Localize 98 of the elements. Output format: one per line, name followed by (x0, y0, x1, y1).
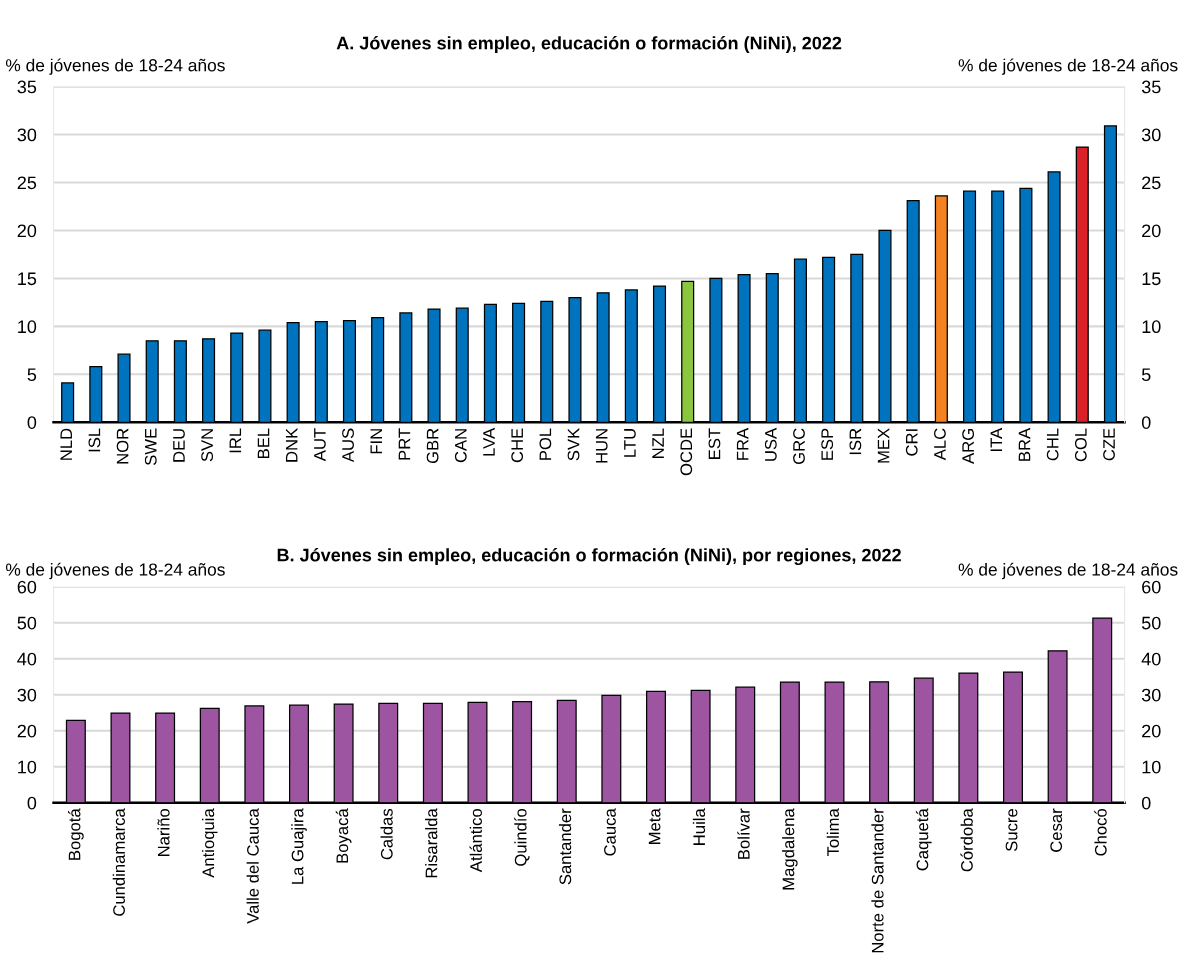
x-tick-label: HUN (595, 429, 608, 463)
y-axis-title: % de jóvenes de 18-24 años (5, 58, 225, 75)
y-tick-label: 30 (17, 688, 37, 702)
x-tick-label: Meta (648, 808, 661, 844)
x-tick-label: FRA (736, 427, 749, 460)
chart-title: A. Jóvenes sin empleo, educación o formación (NiNi), 2022 (336, 36, 842, 54)
x-tick-label: ALC (934, 428, 946, 461)
x-tick-label: DEU (173, 429, 185, 462)
x-tick-label: GBR (426, 428, 439, 464)
x-tick-label: DNK (285, 428, 298, 462)
y-tick-label: 20 (17, 724, 37, 738)
x-tick-label: Cesar (1050, 808, 1063, 852)
y-tick-label: 50 (17, 616, 37, 630)
y2-tick-label: 25 (1142, 176, 1161, 190)
x-tick-label: Risaralda (425, 808, 438, 878)
y2-tick-label: 0 (1141, 796, 1151, 810)
y-tick-label: 20 (17, 224, 37, 238)
x-tick-label: Bogotá (68, 808, 84, 860)
x-tick-label: NOR (116, 428, 129, 464)
x-tick-label: Caldas (380, 808, 393, 860)
x-tick-label: Chocó (1094, 808, 1107, 856)
x-tick-label: IRL (229, 428, 242, 453)
x-tick-label: CRI (905, 429, 918, 456)
chart-title: B. Jóvenes sin empleo, educación o formación (NiNi), por regiones, 2022 (277, 548, 901, 566)
x-tick-label: Huila (692, 808, 706, 845)
y-tick-label: 0 (27, 796, 37, 810)
x-tick-label: COL (1074, 428, 1087, 462)
x-tick-label: Norte de Santander (871, 808, 884, 953)
x-tick-label: EST (708, 428, 721, 459)
x-tick-label: LTU (624, 429, 636, 457)
y2-tick-label: 0 (1141, 416, 1151, 429)
y2-tick-label: 30 (1141, 128, 1161, 142)
x-tick-label: POL (539, 428, 552, 460)
y-axis-title: % de jóvenes de 18-24 años (5, 562, 225, 580)
x-tick-label: ISL (88, 428, 101, 452)
x-tick-label: ISR (849, 428, 862, 455)
y2-tick-label: 10 (1142, 760, 1161, 774)
x-tick-label: USA (764, 427, 777, 461)
y2-tick-label: 20 (1142, 224, 1161, 238)
x-tick-label: Sucre (1005, 809, 1018, 852)
x-tick-label: MEX (877, 428, 890, 463)
y2-axis-title: % de jóvenes de 18-24 años (958, 58, 1178, 75)
x-tick-label: BRA (1018, 427, 1031, 461)
y2-tick-label: 30 (1141, 688, 1161, 702)
x-tick-label: Tolima (826, 808, 839, 857)
y2-tick-label: 50 (1141, 616, 1161, 630)
x-tick-label: Córdoba (960, 808, 973, 872)
x-tick-label: Valle del Cauca (246, 808, 259, 924)
x-tick-label: SVK (567, 428, 580, 461)
y-tick-label: 30 (17, 128, 37, 142)
y-tick-label: 60 (17, 580, 37, 594)
x-tick-label: GRC (793, 428, 805, 465)
x-tick-label: CAN (454, 429, 467, 463)
x-tick-label: OCDE (680, 428, 693, 476)
x-tick-label: CHL (1046, 428, 1059, 461)
y2-tick-label: 35 (1141, 80, 1161, 94)
x-tick-label: Atlántico (469, 808, 482, 873)
y-tick-label: 5 (27, 368, 37, 382)
x-tick-label: ITA (990, 427, 1003, 451)
x-tick-label: Cauca (604, 808, 616, 856)
x-tick-label: SVN (201, 429, 214, 462)
x-tick-label: Bolívar (737, 808, 750, 859)
x-tick-label: PRT (398, 428, 411, 460)
x-tick-label: AUT (314, 428, 326, 462)
x-tick-label: Cundinamarca (112, 808, 125, 916)
x-tick-label: BEL (257, 428, 270, 458)
x-tick-label: NLD (60, 428, 72, 460)
y2-tick-label: 40 (1141, 652, 1161, 666)
x-tick-label: CZE (1103, 428, 1115, 461)
x-tick-label: LVA (483, 427, 495, 456)
y-tick-label: 10 (18, 320, 37, 334)
x-tick-label: ESP (821, 428, 834, 460)
x-tick-label: ARG (962, 429, 975, 464)
x-tick-label: La Guajira (291, 808, 307, 884)
y2-axis-title: % de jóvenes de 18-24 años (958, 562, 1178, 580)
y2-tick-label: 15 (1142, 272, 1161, 286)
x-tick-label: NZL (652, 428, 664, 458)
x-tick-label: Santander (558, 808, 572, 885)
x-tick-label: Antioquia (201, 808, 218, 878)
x-tick-label: Nariño (157, 808, 170, 857)
y-tick-label: 25 (17, 176, 37, 190)
y2-tick-label: 10 (1142, 320, 1161, 334)
x-tick-label: Magdalena (782, 808, 798, 890)
x-tick-label: CHE (511, 428, 524, 463)
x-tick-label: SWE (144, 428, 157, 466)
y2-tick-label: 20 (1142, 724, 1161, 738)
x-tick-label: Boyacá (335, 808, 352, 863)
x-tick-label: AUS (342, 428, 354, 463)
y-tick-label: 35 (17, 80, 37, 94)
x-tick-label: Caquetá (915, 808, 932, 871)
x-tick-label: Quindío (514, 808, 530, 866)
y2-tick-label: 60 (1142, 580, 1161, 594)
x-tick-label: FIN (370, 429, 382, 454)
y-tick-label: 10 (18, 760, 37, 774)
y-tick-label: 0 (27, 416, 37, 429)
y-tick-label: 15 (18, 272, 37, 286)
y-tick-label: 40 (17, 652, 37, 666)
y2-tick-label: 5 (1141, 368, 1151, 382)
